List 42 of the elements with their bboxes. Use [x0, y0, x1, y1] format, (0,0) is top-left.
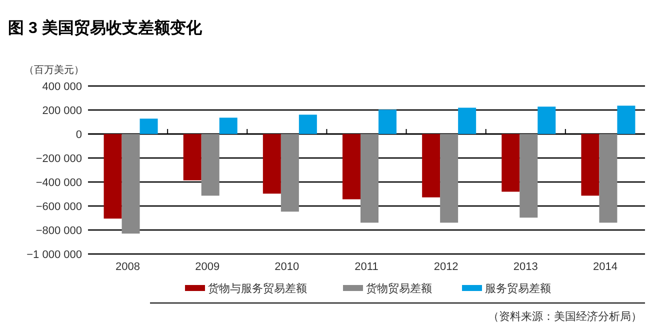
y-tick-label: −600 000	[36, 201, 82, 213]
bar	[538, 106, 556, 134]
bar	[219, 118, 238, 134]
bar	[458, 108, 476, 134]
chart-title: 图 3 美国贸易收支差额变化	[8, 18, 203, 37]
bar	[617, 106, 636, 134]
legend-label: 货物贸易差额	[366, 282, 432, 295]
bar	[104, 134, 122, 219]
x-tick-label: 2013	[513, 261, 538, 273]
y-tick-label: 400 000	[42, 81, 82, 93]
bar	[599, 134, 618, 223]
x-tick-label: 2010	[274, 261, 300, 273]
legend-label: 服务贸易差额	[485, 282, 551, 295]
y-tick-label: −1 000 000	[26, 249, 82, 261]
bar	[262, 134, 281, 194]
y-tick-label: −400 000	[36, 177, 82, 189]
bar	[581, 134, 600, 196]
y-tick-label: 0	[76, 129, 82, 141]
x-tick-label: 2011	[354, 261, 378, 273]
legend-label: 货物与服务贸易差额	[208, 282, 307, 295]
y-tick-label: −800 000	[36, 225, 82, 237]
y-axis-title: （百万美元）	[24, 64, 84, 76]
bar	[502, 134, 520, 192]
x-tick-label: 2009	[195, 261, 220, 273]
x-tick-label: 2008	[116, 261, 140, 273]
bar	[440, 134, 458, 223]
bar	[342, 134, 360, 200]
bar	[378, 110, 396, 134]
bar	[280, 134, 299, 212]
y-tick-label: 200 000	[42, 105, 82, 117]
y-tick-label: −200 000	[36, 153, 82, 165]
bar	[201, 134, 220, 196]
x-tick-label: 2012	[434, 261, 458, 273]
bar	[122, 134, 140, 234]
bar	[360, 134, 378, 223]
bar	[422, 134, 440, 198]
bar	[183, 134, 202, 180]
text: （资料来源：美国经济分析局）	[488, 310, 642, 323]
x-tick-label: 2014	[592, 261, 618, 273]
bar	[140, 118, 158, 134]
bar	[298, 114, 317, 134]
bar	[520, 134, 538, 218]
